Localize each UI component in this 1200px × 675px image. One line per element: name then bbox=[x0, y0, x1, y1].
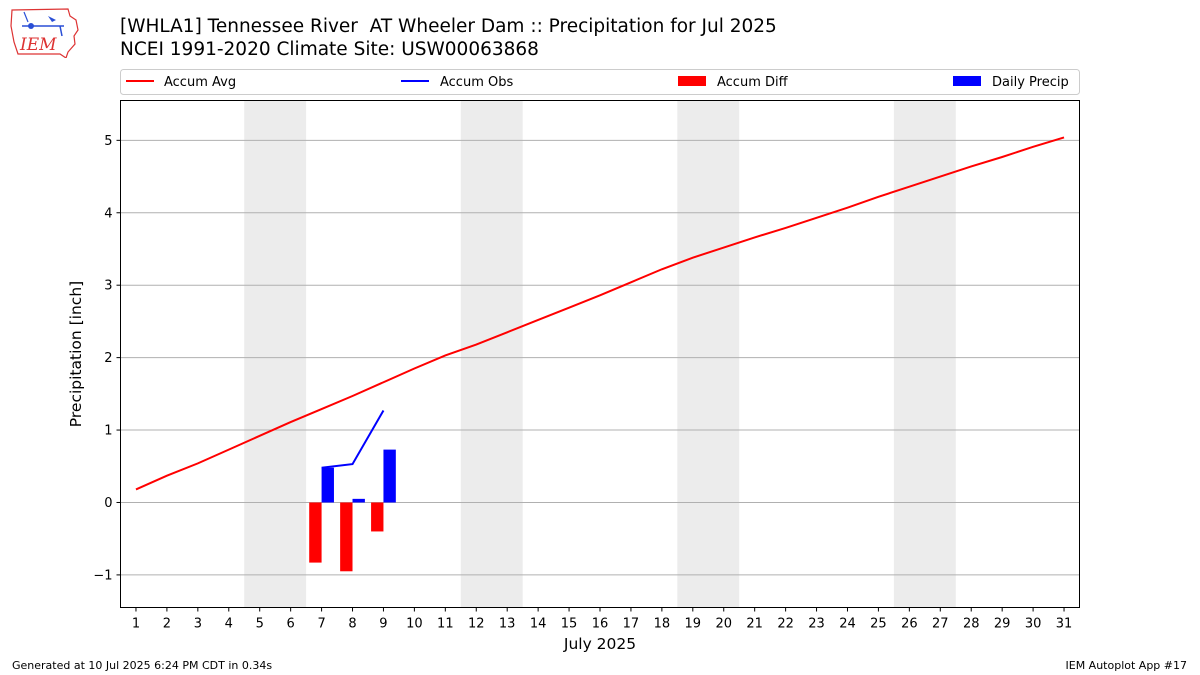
x-tick-label-8: 8 bbox=[348, 617, 356, 632]
x-tick-label-16: 16 bbox=[592, 617, 609, 632]
x-tick-label-28: 28 bbox=[963, 617, 980, 632]
legend-swatch-accum-diff bbox=[678, 76, 706, 86]
weekend-band-2 bbox=[460, 100, 523, 608]
x-tick-label-13: 13 bbox=[499, 617, 516, 632]
y-tick-label-0: 0 bbox=[104, 496, 112, 511]
legend-label-accum-diff: Accum Diff bbox=[717, 75, 789, 90]
legend-label-accum-avg: Accum Avg bbox=[164, 75, 236, 90]
weekend-bands bbox=[244, 100, 956, 608]
x-tick-label-31: 31 bbox=[1056, 617, 1073, 632]
grid-lines bbox=[120, 139, 1080, 576]
x-tick-label-11: 11 bbox=[437, 617, 454, 632]
x-tick-label-20: 20 bbox=[715, 617, 732, 632]
x-tick-label-2: 2 bbox=[163, 617, 171, 632]
accum-diff-bar-9 bbox=[371, 502, 384, 532]
weekend-band-3 bbox=[677, 100, 740, 608]
footer-generated: Generated at 10 Jul 2025 6:24 PM CDT in … bbox=[12, 659, 273, 672]
x-tick-label-21: 21 bbox=[746, 617, 763, 632]
y-tick-label-3: 3 bbox=[104, 279, 112, 294]
y-axis-ticks: −1 0 1 2 3 4 5 bbox=[93, 134, 121, 583]
legend-label-accum-obs: Accum Obs bbox=[440, 75, 513, 90]
x-tick-label-19: 19 bbox=[685, 617, 702, 632]
x-tick-label-12: 12 bbox=[468, 617, 485, 632]
x-tick-label-5: 5 bbox=[256, 617, 264, 632]
x-tick-label-15: 15 bbox=[561, 617, 578, 632]
x-tick-label-9: 9 bbox=[379, 617, 387, 632]
bar-layer bbox=[309, 449, 396, 572]
x-tick-label-1: 1 bbox=[132, 617, 140, 632]
x-tick-label-29: 29 bbox=[994, 617, 1011, 632]
chart-title: [WHLA1] Tennessee River AT Wheeler Dam :… bbox=[120, 16, 777, 37]
weekend-band-1 bbox=[244, 100, 307, 608]
accum-diff-bar-8 bbox=[340, 502, 353, 572]
iem-logo: IEM bbox=[8, 6, 80, 59]
y-tick-label-4: 4 bbox=[104, 206, 112, 221]
x-tick-label-7: 7 bbox=[317, 617, 325, 632]
accum-diff-bar-7 bbox=[309, 502, 322, 563]
legend-swatch-daily-precip bbox=[953, 76, 981, 86]
chart-subtitle: NCEI 1991-2020 Climate Site: USW00063868 bbox=[120, 39, 539, 60]
x-tick-label-4: 4 bbox=[225, 617, 233, 632]
daily-precip-bar-7 bbox=[321, 467, 334, 503]
x-tick-label-17: 17 bbox=[623, 617, 640, 632]
y-tick-label-5: 5 bbox=[104, 134, 112, 149]
y-tick-label-2: 2 bbox=[104, 351, 112, 366]
x-tick-label-24: 24 bbox=[839, 617, 856, 632]
iem-logo-text: IEM bbox=[19, 35, 57, 55]
x-tick-label-18: 18 bbox=[654, 617, 671, 632]
x-tick-label-3: 3 bbox=[194, 617, 202, 632]
accum-obs-line bbox=[321, 409, 385, 469]
legend-box bbox=[120, 69, 1080, 95]
footer-app: IEM Autoplot App #17 bbox=[1065, 659, 1188, 672]
x-tick-label-26: 26 bbox=[901, 617, 918, 632]
x-tick-label-14: 14 bbox=[530, 617, 547, 632]
x-axis-ticks: 1 2 3 4 5 6 7 8 9 10 11 12 13 14 15 16 17 18 19 20 21 22 23 24 2… bbox=[132, 607, 1073, 632]
x-axis-label: July 2025 bbox=[563, 635, 636, 653]
y-tick-label--1: −1 bbox=[93, 568, 112, 583]
daily-precip-bar-9 bbox=[383, 449, 396, 503]
x-tick-label-25: 25 bbox=[870, 617, 887, 632]
legend-label-daily-precip: Daily Precip bbox=[992, 75, 1069, 90]
x-tick-label-6: 6 bbox=[287, 617, 295, 632]
x-tick-label-10: 10 bbox=[406, 617, 423, 632]
accum-avg-line bbox=[135, 136, 1065, 491]
legend: Accum Avg Accum Obs Accum Diff Daily Pre… bbox=[120, 69, 1080, 95]
x-tick-label-27: 27 bbox=[932, 617, 949, 632]
line-layer bbox=[135, 136, 1065, 491]
daily-precip-bar-8 bbox=[352, 498, 365, 503]
y-axis-label: Precipitation [inch] bbox=[67, 281, 85, 427]
x-tick-label-23: 23 bbox=[808, 617, 825, 632]
y-tick-label-1: 1 bbox=[104, 424, 112, 439]
x-tick-label-22: 22 bbox=[777, 617, 794, 632]
x-tick-label-30: 30 bbox=[1025, 617, 1042, 632]
weekend-band-4 bbox=[893, 100, 956, 608]
